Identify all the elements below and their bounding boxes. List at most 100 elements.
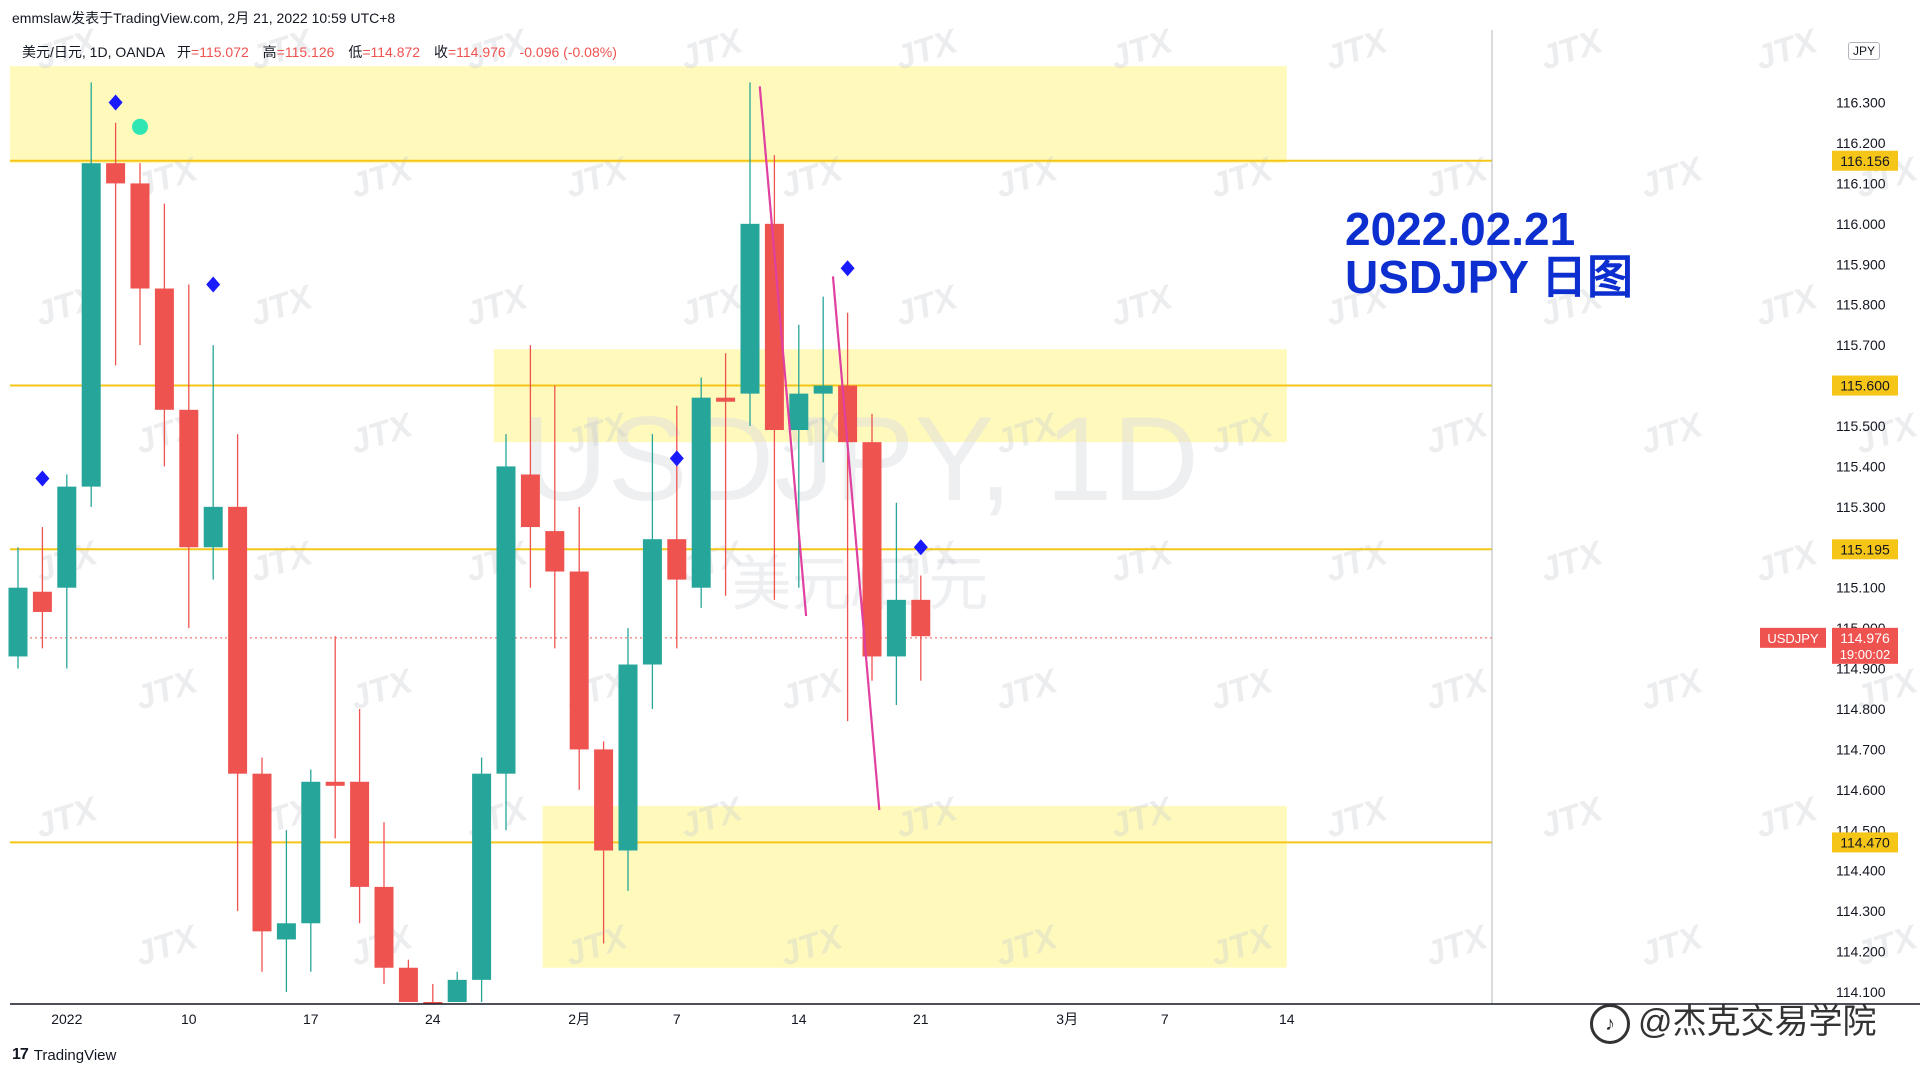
tradingview-logo-icon: 17 — [12, 1046, 29, 1063]
candle — [618, 628, 638, 891]
candle-body — [325, 781, 345, 786]
signal-diamond — [35, 470, 50, 487]
candle-body — [569, 571, 589, 750]
low-label: 低 — [348, 44, 363, 60]
publisher-info: emmslaw发表于TradingView.com, 2月 21, 2022 1… — [12, 10, 396, 26]
price-tick-label: 115.300 — [1836, 499, 1886, 515]
candle — [106, 122, 126, 366]
candle-body — [472, 773, 492, 980]
time-tick-label: 21 — [913, 1011, 929, 1027]
candle — [886, 502, 906, 705]
currency-badge[interactable]: JPY — [1848, 42, 1881, 60]
candle — [350, 708, 370, 924]
candle — [642, 434, 662, 709]
candles — [8, 82, 931, 1004]
time-tick-label: 17 — [303, 1011, 319, 1027]
price-tick-label: 116.300 — [1836, 95, 1886, 111]
close-label: 收 — [433, 44, 448, 60]
zone-rect — [542, 806, 1287, 968]
candle — [57, 474, 77, 669]
trend-lines — [758, 86, 881, 811]
signal-circle — [132, 118, 148, 135]
candle-body — [374, 886, 394, 968]
signal-diamond — [840, 260, 855, 277]
price-tick-label: 116.200 — [1836, 135, 1886, 151]
current-symbol-badge — [1760, 627, 1826, 648]
candle — [911, 575, 931, 681]
zone-rect — [10, 66, 1287, 164]
candle — [569, 506, 589, 790]
candle — [813, 296, 833, 463]
candle — [520, 345, 540, 588]
candle-body — [57, 486, 77, 588]
time-tick-label: 3月 — [1056, 1011, 1078, 1027]
candle — [252, 757, 272, 972]
candle-body — [154, 288, 174, 410]
candle-body — [642, 539, 662, 665]
candle-body — [911, 599, 931, 637]
price-tick-label: 114.700 — [1836, 741, 1886, 757]
price-tick-label: 116.100 — [1836, 175, 1886, 191]
tradingview-logo-text: TradingView — [33, 1046, 117, 1064]
candle-body — [691, 397, 711, 588]
candle — [545, 385, 565, 649]
tradingview-logo[interactable]: 17 TradingView — [12, 1046, 116, 1064]
signal-markers — [35, 94, 928, 556]
current-symbol-label: USDJPY — [1767, 631, 1819, 646]
price-tick-label: 115.100 — [1836, 580, 1886, 596]
candle — [228, 434, 248, 912]
time-tick-label: 14 — [791, 1011, 807, 1027]
time-tick-label: 2月 — [568, 1011, 590, 1027]
price-tick-label: 114.300 — [1836, 903, 1886, 919]
zone-rect — [493, 349, 1287, 443]
price-tick-label: 115.400 — [1836, 458, 1886, 474]
candle — [154, 203, 174, 467]
time-tick-label: 24 — [425, 1011, 441, 1027]
candle — [325, 636, 345, 839]
level-badge — [1832, 832, 1898, 853]
ohlc-legend: 美元/日元, 1D, OANDA 开=115.072 高=115.126 低=1… — [22, 42, 627, 62]
candle-body — [447, 979, 467, 1002]
price-tick-label: 114.600 — [1836, 782, 1886, 798]
low-value: =114.872 — [362, 44, 421, 60]
candle-body — [32, 591, 52, 612]
time-tick-label: 7 — [673, 1011, 681, 1027]
candle-body — [8, 587, 28, 657]
candle-body — [179, 409, 199, 548]
candle-body — [398, 967, 418, 1002]
candle-body — [667, 539, 687, 580]
level-badge-label: 115.600 — [1840, 378, 1890, 394]
high-label: 高 — [262, 44, 277, 60]
level-badge-label: 114.470 — [1840, 834, 1890, 850]
level-price-badges: 116.156 115.600 115.195 114.470 — [1832, 150, 1898, 853]
symbol-name[interactable]: 美元/日元, 1D, OANDA — [22, 44, 166, 60]
time-tick-label: 14 — [1279, 1011, 1295, 1027]
time-axis: 2022 10 17 24 2月 7 14 21 3月 7 14 — [10, 1003, 1920, 1027]
signal-diamond — [206, 276, 221, 293]
annotation-date: 2022.02.21 — [1345, 203, 1575, 255]
candle-body — [813, 385, 833, 394]
candle-body — [716, 397, 736, 402]
candle-body — [594, 749, 614, 851]
candle — [179, 284, 199, 629]
price-tick-label: 116.000 — [1836, 216, 1886, 232]
price-tick-label: 114.900 — [1836, 661, 1886, 677]
signal-diamond — [669, 450, 684, 467]
current-price-badge — [1832, 627, 1898, 664]
candle-body — [276, 923, 296, 940]
candle-body — [301, 781, 321, 924]
candle — [764, 155, 784, 600]
countdown-label: 19:00:02 — [1840, 647, 1891, 662]
annotation-title: USDJPY 日图 — [1345, 251, 1633, 303]
candle — [691, 377, 711, 608]
candle-body — [520, 474, 540, 528]
candle-body — [545, 531, 565, 572]
candle — [862, 413, 882, 681]
signal-diamond — [913, 539, 928, 556]
level-badge — [1832, 375, 1898, 396]
open-value: =115.072 — [191, 44, 249, 60]
open-label: 开 — [177, 44, 192, 60]
change-value: -0.096 (-0.08%) — [519, 44, 617, 60]
